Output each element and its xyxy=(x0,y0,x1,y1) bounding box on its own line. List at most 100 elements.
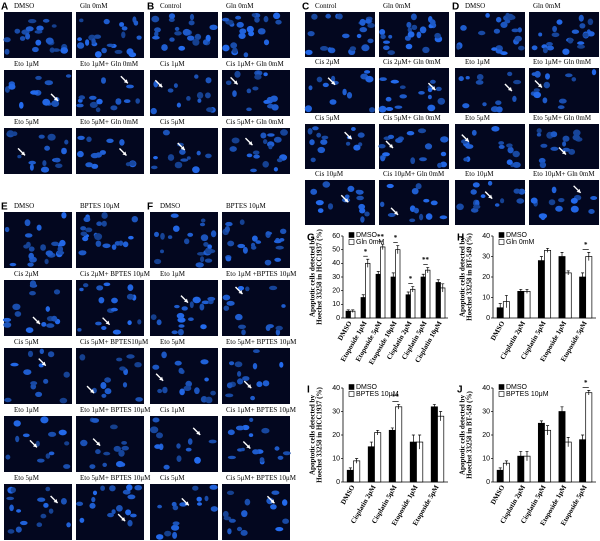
nucleus xyxy=(28,246,35,252)
bar xyxy=(502,462,510,483)
legend-label: DMSO xyxy=(356,384,378,391)
nucleus xyxy=(225,393,234,398)
nucleus xyxy=(485,13,490,18)
nucleus xyxy=(77,37,82,42)
nucleus xyxy=(390,79,399,84)
nucleus xyxy=(430,79,436,84)
nucleus xyxy=(154,27,161,33)
nucleus xyxy=(430,200,438,206)
nucleus xyxy=(151,15,160,23)
nucleus xyxy=(263,139,268,145)
nucleus xyxy=(126,293,134,300)
arrow-head xyxy=(96,441,101,446)
bar xyxy=(564,272,572,319)
nucleus xyxy=(194,387,200,395)
micrograph xyxy=(150,280,218,336)
error-bar xyxy=(560,406,564,417)
nucleus xyxy=(316,132,322,138)
nucleus xyxy=(40,416,49,424)
nucleus xyxy=(254,16,260,23)
image-background xyxy=(76,70,144,116)
nucleus xyxy=(58,429,67,436)
error-bar xyxy=(421,273,425,280)
nucleus xyxy=(196,150,201,156)
nucleus xyxy=(14,311,22,317)
nucleus xyxy=(19,36,26,41)
legend-swatch xyxy=(498,232,505,238)
nucleus xyxy=(230,42,238,49)
y-axis-label: Apoptotic cells detected by xyxy=(459,395,467,475)
significance-label: * xyxy=(584,241,588,249)
nucleus xyxy=(205,34,211,42)
nucleus xyxy=(179,502,188,507)
nucleus xyxy=(380,34,386,40)
image-label: Cis 1μM xyxy=(160,60,185,68)
arrow-head xyxy=(90,389,95,394)
nucleus xyxy=(45,306,50,312)
legend-swatch xyxy=(348,391,355,397)
nucleus xyxy=(113,445,122,452)
arrow-head xyxy=(35,319,40,324)
nucleus xyxy=(192,38,200,46)
nucleus xyxy=(237,378,244,385)
nucleus xyxy=(546,45,554,51)
nucleus xyxy=(29,291,36,296)
image-label: Gln 0mM xyxy=(533,2,561,10)
nucleus xyxy=(28,252,34,260)
nucleus xyxy=(154,444,162,449)
nucleus xyxy=(116,357,123,362)
bar xyxy=(395,406,403,483)
y-axis-label: Hoechst 33258 in HCC1937 (%) xyxy=(316,387,324,483)
nucleus xyxy=(275,325,283,331)
nucleus xyxy=(179,388,185,396)
nucleus xyxy=(35,440,40,447)
nucleus xyxy=(500,21,508,28)
nucleus xyxy=(106,43,115,47)
nucleus xyxy=(205,92,211,99)
nucleus xyxy=(562,141,567,147)
micrograph xyxy=(305,124,375,169)
nucleus xyxy=(252,363,258,370)
nucleus xyxy=(5,454,11,460)
error-bar xyxy=(361,294,365,301)
panel-letter: A xyxy=(1,2,8,13)
nucleus xyxy=(153,156,158,160)
nucleus xyxy=(252,235,258,242)
error-bar xyxy=(346,309,350,313)
nucleus xyxy=(242,246,248,254)
nucleus xyxy=(162,386,168,394)
error-bar xyxy=(366,258,370,268)
error-bar xyxy=(504,460,508,466)
nucleus xyxy=(240,447,245,452)
nucleus xyxy=(53,289,61,295)
nucleus xyxy=(518,188,526,195)
nucleus xyxy=(9,504,14,512)
micrograph xyxy=(76,348,144,404)
error-bar xyxy=(396,245,400,254)
nucleus xyxy=(253,154,260,159)
nucleus xyxy=(478,30,486,36)
nucleus xyxy=(568,148,576,155)
nucleus xyxy=(316,76,323,83)
arrow-head xyxy=(183,298,188,303)
arrow-head xyxy=(537,83,542,88)
nucleus xyxy=(440,136,449,143)
nucleus xyxy=(29,280,37,288)
nucleus xyxy=(48,451,55,456)
nucleus xyxy=(582,32,589,38)
image-label: Cis 5μM xyxy=(14,338,39,346)
nucleus xyxy=(571,77,577,82)
nucleus xyxy=(475,80,484,85)
bar xyxy=(435,282,441,319)
nucleus xyxy=(45,486,51,492)
nucleus xyxy=(192,296,201,304)
panel-letter: D xyxy=(452,2,459,13)
image-label: Control xyxy=(315,2,336,10)
nucleus xyxy=(347,185,355,192)
nucleus xyxy=(194,456,201,464)
micrograph xyxy=(455,180,526,225)
nucleus xyxy=(386,183,394,189)
nucleus xyxy=(23,369,32,375)
nucleus xyxy=(253,349,260,353)
